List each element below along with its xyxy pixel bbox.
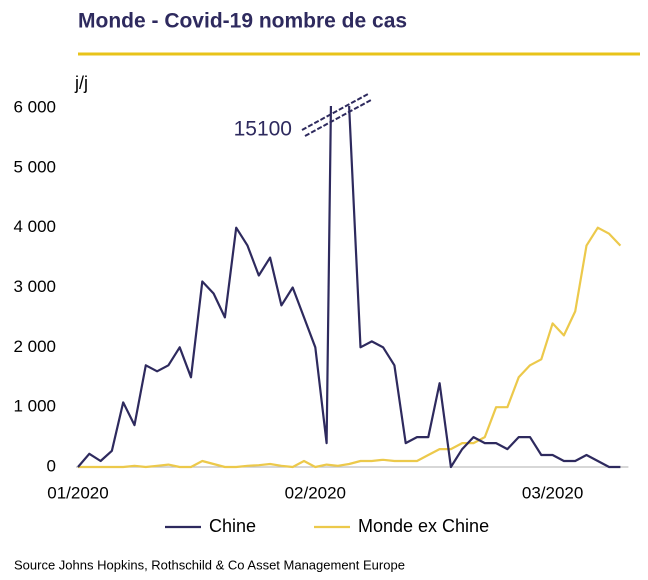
x-tick-label: 01/2020 [47, 483, 108, 502]
x-tick-label: 03/2020 [522, 483, 583, 502]
break-mark [301, 93, 369, 131]
series-line [78, 226, 622, 469]
y-axis-label: j/j [74, 73, 88, 93]
legend-label: Monde ex Chine [358, 516, 489, 536]
y-tick-label: 2 000 [13, 337, 56, 356]
x-tick-label: 02/2020 [285, 483, 346, 502]
y-tick-label: 6 000 [13, 97, 56, 116]
y-tick-label: 5 000 [13, 157, 56, 176]
break-mark [304, 99, 372, 137]
y-tick-label: 1 000 [13, 397, 56, 416]
chart-title: Monde - Covid-19 nombre de cas [78, 10, 407, 33]
y-tick-label: 4 000 [13, 217, 56, 236]
y-tick-label: 3 000 [13, 277, 56, 296]
annotation: 15100 [234, 118, 292, 141]
legend-label: Chine [209, 516, 256, 536]
source-note: Source Johns Hopkins, Rothschild & Co As… [14, 557, 405, 572]
series-line [77, 106, 621, 469]
y-tick-label: 0 [47, 456, 56, 475]
plot-area [77, 106, 622, 469]
